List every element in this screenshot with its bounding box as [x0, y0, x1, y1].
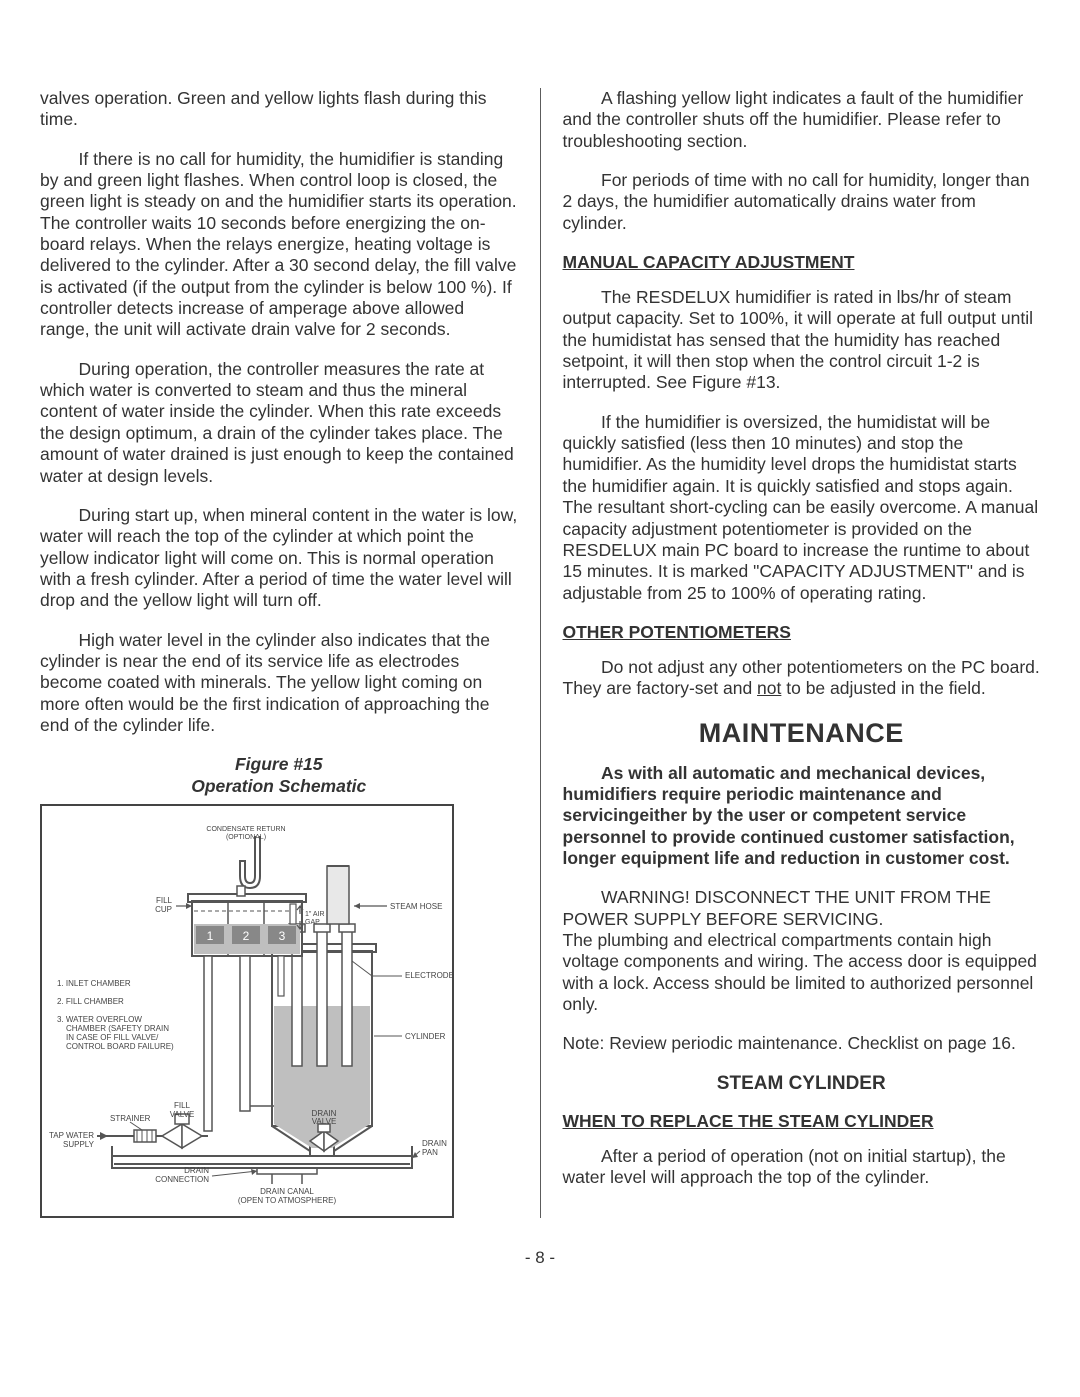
- label-legend3c: IN CASE OF FILL VALVE/: [66, 1033, 159, 1042]
- para: During operation, the controller measure…: [40, 359, 518, 487]
- underlined-not: not: [757, 678, 781, 698]
- label-fillvalve2: VALVE: [170, 1110, 195, 1119]
- label-draincanal1: DRAIN CANAL: [260, 1187, 314, 1196]
- para: Note: Review periodic maintenance. Check…: [563, 1033, 1041, 1054]
- heading-manual-capacity: MANUAL CAPACITY ADJUSTMENT: [563, 252, 1041, 273]
- label-fillvalve1: FILL: [174, 1101, 191, 1110]
- para: The RESDELUX humidifier is rated in lbs/…: [563, 287, 1041, 394]
- schematic-svg: CONDENSATE RETURN (OPTIONAL) FILL CUP 1"…: [42, 806, 452, 1216]
- label-legend3b: CHAMBER (SAFETY DRAIN: [66, 1024, 169, 1033]
- label-drainconn2: CONNECTION: [155, 1175, 209, 1184]
- label-legend3d: CONTROL BOARD FAILURE): [66, 1042, 174, 1051]
- label-n3: 3: [279, 929, 286, 943]
- label-airgap1: 1" AIR: [305, 911, 325, 918]
- two-column-layout: valves operation. Green and yellow light…: [40, 88, 1040, 1218]
- para: If there is no call for humidity, the hu…: [40, 149, 518, 341]
- heading-steam-cylinder: STEAM CYLINDER: [563, 1073, 1041, 1095]
- label-draincanal2: (OPEN TO ATMOSPHERE): [238, 1196, 337, 1205]
- para-text: to be adjusted in the field.: [781, 678, 985, 698]
- para: For periods of time with no call for hum…: [563, 170, 1041, 234]
- page-number: - 8 -: [40, 1248, 1040, 1268]
- heading-when-replace: WHEN TO REPLACE THE STEAM CYLINDER: [563, 1111, 1041, 1132]
- operation-schematic-figure: CONDENSATE RETURN (OPTIONAL) FILL CUP 1"…: [40, 804, 454, 1218]
- label-tap2: SUPPLY: [63, 1140, 95, 1149]
- label-fillcup2: CUP: [155, 905, 172, 914]
- figure-caption: Figure #15 Operation Schematic: [40, 754, 518, 798]
- para: If the humidifier is oversized, the humi…: [563, 412, 1041, 604]
- para: Do not adjust any other potentiometers o…: [563, 657, 1041, 700]
- heading-other-pot: OTHER POTENTIOMETERS: [563, 622, 1041, 643]
- figure-caption-line2: Operation Schematic: [191, 776, 366, 796]
- label-n2: 2: [243, 929, 250, 943]
- heading-maintenance: MAINTENANCE: [563, 718, 1041, 749]
- para: valves operation. Green and yellow light…: [40, 88, 518, 131]
- label-fillcup1: FILL: [156, 896, 173, 905]
- label-legend3a: 3. WATER OVERFLOW: [57, 1015, 142, 1024]
- para: A flashing yellow light indicates a faul…: [563, 88, 1041, 152]
- label-n1: 1: [207, 929, 214, 943]
- para: High water level in the cylinder also in…: [40, 630, 518, 737]
- label-cylinder: CYLINDER: [405, 1032, 446, 1041]
- label-drainpan2: PAN: [422, 1148, 438, 1157]
- para-bold: As with all automatic and mechanical dev…: [563, 763, 1041, 870]
- label-drainvalve2: VALVE: [312, 1117, 337, 1126]
- label-optional: (OPTIONAL): [226, 834, 266, 841]
- para: After a period of operation (not on init…: [563, 1146, 1041, 1189]
- left-column: valves operation. Green and yellow light…: [40, 88, 540, 1218]
- label-drainpan1: DRAIN: [422, 1139, 447, 1148]
- label-legend1: 1. INLET CHAMBER: [57, 979, 131, 988]
- para: WARNING! DISCONNECT THE UNIT FROM THE PO…: [563, 887, 1041, 1015]
- warning-text: WARNING! DISCONNECT THE UNIT FROM THE PO…: [563, 887, 991, 928]
- label-steamhose: STEAM HOSE: [390, 902, 442, 911]
- para: During start up, when mineral content in…: [40, 505, 518, 612]
- label-legend2: 2. FILL CHAMBER: [57, 997, 124, 1006]
- label-electrodes: ELECTRODES: [405, 971, 452, 980]
- page: valves operation. Green and yellow light…: [0, 0, 1080, 1298]
- label-condensate: CONDENSATE RETURN: [206, 826, 285, 833]
- para-text: The plumbing and electrical compartments…: [563, 930, 1037, 1014]
- figure-caption-line1: Figure #15: [235, 754, 323, 774]
- label-tap1: TAP WATER: [49, 1131, 94, 1140]
- right-column: A flashing yellow light indicates a faul…: [540, 88, 1041, 1218]
- label-airgap2: GAP: [305, 919, 320, 926]
- label-drainconn1: DRAIN: [184, 1166, 209, 1175]
